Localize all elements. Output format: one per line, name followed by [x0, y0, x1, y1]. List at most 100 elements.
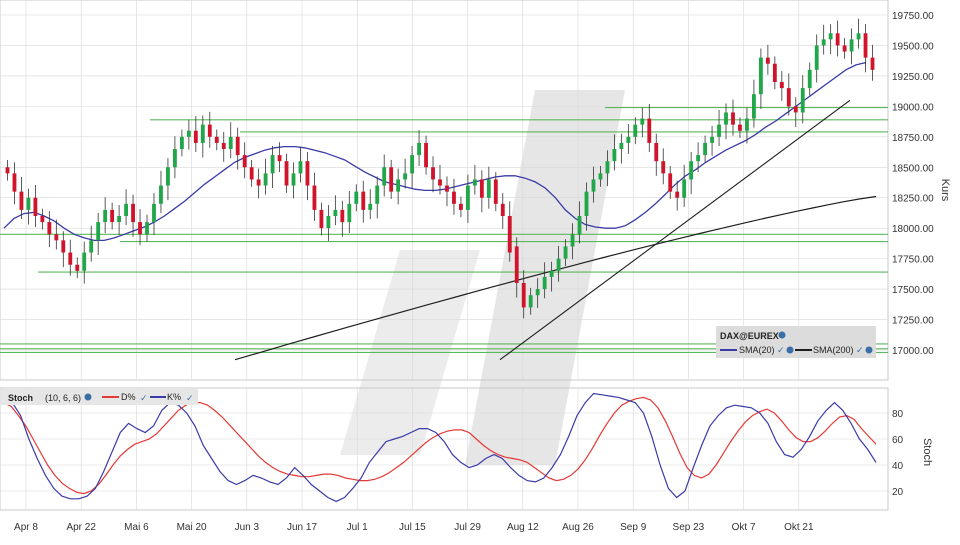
legend-title: DAX@EUREX	[720, 331, 779, 341]
settings-icon[interactable]	[84, 393, 92, 401]
candle-body	[745, 118, 749, 131]
x-tick-label: Mai 6	[124, 522, 149, 533]
candle-body	[738, 124, 742, 131]
candle-body	[549, 270, 554, 277]
candle-body	[542, 276, 547, 290]
y-axis-stoch: 80 60 40 20	[892, 409, 904, 498]
sma200-series	[234, 195, 877, 361]
candle-body	[661, 161, 666, 174]
candle-body	[410, 155, 415, 174]
y-tick-label: 18000.00	[892, 224, 934, 235]
y-tick-label: 60	[892, 435, 904, 446]
check-icon[interactable]: ✓	[856, 345, 864, 355]
y-tick-label: 18500.00	[892, 163, 934, 174]
candle-body	[68, 252, 73, 265]
x-tick-label: Apr 8	[14, 522, 38, 533]
candle-body	[200, 124, 205, 143]
candle-body	[368, 203, 373, 210]
candlesticks	[5, 18, 875, 319]
candle-body	[821, 39, 826, 46]
candle-body	[333, 209, 338, 216]
candle-body	[166, 167, 170, 186]
y-tick-label: 19500.00	[892, 41, 934, 52]
stoch-grid	[0, 388, 888, 510]
candle-body	[26, 197, 31, 210]
candle-body	[612, 149, 617, 162]
candle-body	[863, 33, 868, 58]
candle-body	[493, 179, 498, 204]
candle-body	[47, 222, 52, 235]
candle-body	[445, 185, 449, 192]
candle-body	[591, 179, 596, 192]
settings-icon[interactable]	[778, 331, 786, 339]
candle-body	[159, 185, 163, 204]
candle-body	[793, 106, 798, 113]
candle-body	[472, 179, 477, 186]
settings-icon[interactable]	[786, 346, 794, 354]
stoch-params: (10, 6, 6)	[45, 393, 81, 403]
stoch-title: Stoch	[8, 393, 33, 403]
candle-body	[486, 179, 491, 198]
candle-body	[668, 173, 673, 192]
x-tick-label: Sep 23	[673, 522, 705, 533]
candle-body	[75, 264, 80, 271]
x-tick-label: Okt 21	[784, 522, 814, 533]
candle-body	[528, 295, 533, 308]
y-axis-main: 19750.00 19500.00 19250.00 19000.00 18750.00…	[892, 11, 934, 357]
candle-body	[814, 45, 819, 70]
candle-body	[347, 203, 352, 223]
candle-body	[724, 112, 728, 125]
candle-body	[152, 203, 156, 223]
x-axis: Apr 8 Apr 22 Mai 6 Mai 20 Jun 3 Jun 17 Jul 1 Ju…	[14, 522, 814, 533]
candle-body	[605, 161, 610, 174]
candle-body	[263, 173, 268, 186]
x-tick-label: Okt 7	[732, 522, 756, 533]
candle-body	[340, 209, 345, 223]
trendline-segment	[499, 99, 851, 361]
y-tick-label: 19000.00	[892, 102, 934, 113]
y-tick-label: 19250.00	[892, 72, 934, 83]
candle-body	[54, 234, 59, 241]
stoch-legend: Stoch (10, 6, 6) D% ✓ K% ✓	[1, 389, 198, 405]
candle-body	[124, 203, 128, 216]
candle-body	[89, 240, 94, 253]
candle-body	[633, 124, 638, 137]
stoch-plot-area	[0, 387, 889, 511]
candle-body	[375, 185, 380, 204]
y-tick-label: 19750.00	[892, 11, 934, 22]
candle-body	[319, 209, 324, 229]
candle-body	[5, 167, 10, 174]
candle-body	[19, 191, 24, 210]
candle-body	[521, 283, 526, 308]
candle-body	[277, 155, 282, 162]
candle-body	[312, 185, 317, 210]
y-tick-label: 20	[892, 487, 904, 498]
candle-body	[765, 57, 770, 64]
candle-body	[584, 191, 589, 216]
candle-body	[452, 191, 456, 204]
candle-body	[570, 234, 575, 247]
x-tick-label: Mai 20	[177, 522, 207, 533]
candle-body	[61, 240, 66, 253]
y-tick-label: 40	[892, 461, 904, 472]
candle-body	[33, 197, 38, 216]
y-tick-label: 17750.00	[892, 255, 934, 266]
candle-body	[849, 39, 854, 52]
candle-body	[779, 82, 784, 89]
candle-body	[396, 179, 401, 192]
check-icon[interactable]: ✓	[140, 393, 148, 403]
check-icon[interactable]: ✓	[777, 345, 785, 355]
candle-body	[459, 203, 463, 210]
candle-body	[361, 191, 366, 210]
x-tick-label: Jul 15	[399, 522, 426, 533]
check-icon[interactable]: ✓	[186, 393, 194, 403]
candle-body	[870, 57, 875, 70]
legend-background	[716, 326, 876, 358]
candle-body	[710, 136, 714, 143]
candle-body	[563, 246, 568, 259]
candle-body	[389, 167, 394, 192]
y-tick-label: 17500.00	[892, 285, 934, 296]
candle-body	[424, 142, 428, 168]
settings-icon[interactable]	[865, 346, 873, 354]
